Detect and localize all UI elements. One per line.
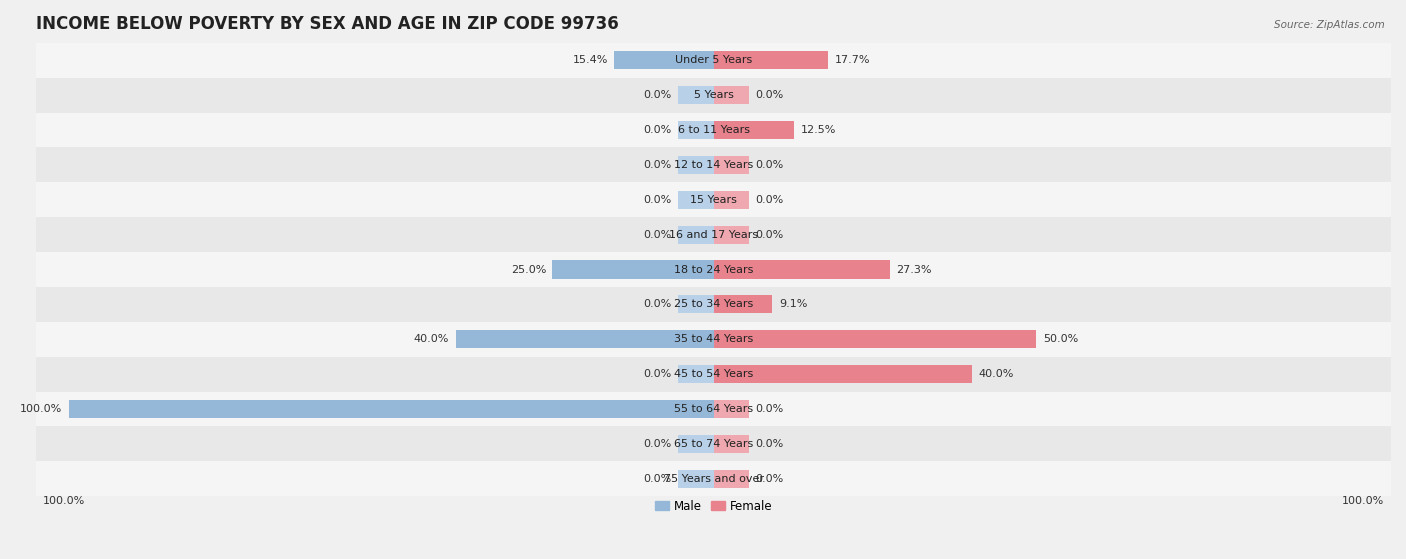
Text: 0.0%: 0.0% xyxy=(755,473,785,484)
Text: 25 to 34 Years: 25 to 34 Years xyxy=(673,300,754,309)
Text: INCOME BELOW POVERTY BY SEX AND AGE IN ZIP CODE 99736: INCOME BELOW POVERTY BY SEX AND AGE IN Z… xyxy=(37,15,619,33)
Bar xyxy=(678,435,714,453)
Text: 0.0%: 0.0% xyxy=(644,160,672,170)
Text: 5 Years: 5 Years xyxy=(693,90,734,100)
Text: 0.0%: 0.0% xyxy=(755,439,785,449)
Bar xyxy=(714,295,772,314)
Bar xyxy=(37,391,1391,427)
Bar xyxy=(37,148,1391,182)
Text: 0.0%: 0.0% xyxy=(644,90,672,100)
Bar xyxy=(37,217,1391,252)
Text: 0.0%: 0.0% xyxy=(644,439,672,449)
Bar xyxy=(37,322,1391,357)
Text: 17.7%: 17.7% xyxy=(834,55,870,65)
Text: 0.0%: 0.0% xyxy=(755,230,785,240)
Text: 40.0%: 40.0% xyxy=(979,369,1014,379)
Bar xyxy=(678,226,714,244)
Text: 50.0%: 50.0% xyxy=(1043,334,1078,344)
Bar xyxy=(714,86,749,104)
Text: 100.0%: 100.0% xyxy=(20,404,62,414)
Text: 12.5%: 12.5% xyxy=(801,125,837,135)
Bar xyxy=(714,260,890,278)
Bar xyxy=(553,260,714,278)
Bar xyxy=(714,435,749,453)
Bar xyxy=(714,51,828,69)
Text: 0.0%: 0.0% xyxy=(644,195,672,205)
Text: 0.0%: 0.0% xyxy=(644,369,672,379)
Text: 9.1%: 9.1% xyxy=(779,300,807,309)
Bar xyxy=(678,191,714,209)
Bar xyxy=(714,470,749,488)
Text: 100.0%: 100.0% xyxy=(44,496,86,506)
Bar xyxy=(69,400,714,418)
Text: 0.0%: 0.0% xyxy=(644,473,672,484)
Text: Source: ZipAtlas.com: Source: ZipAtlas.com xyxy=(1274,20,1385,30)
Text: 0.0%: 0.0% xyxy=(644,230,672,240)
Bar xyxy=(456,330,714,348)
Bar xyxy=(678,365,714,383)
Bar xyxy=(714,191,749,209)
Text: 100.0%: 100.0% xyxy=(1343,496,1385,506)
Text: 65 to 74 Years: 65 to 74 Years xyxy=(673,439,754,449)
Text: 6 to 11 Years: 6 to 11 Years xyxy=(678,125,749,135)
Bar xyxy=(37,461,1391,496)
Text: 0.0%: 0.0% xyxy=(755,90,785,100)
Bar xyxy=(37,182,1391,217)
Bar xyxy=(37,357,1391,391)
Bar xyxy=(714,156,749,174)
Text: 0.0%: 0.0% xyxy=(755,195,785,205)
Text: 18 to 24 Years: 18 to 24 Years xyxy=(673,264,754,274)
Legend: Male, Female: Male, Female xyxy=(650,495,778,518)
Bar xyxy=(37,78,1391,112)
Bar xyxy=(714,330,1036,348)
Text: 15.4%: 15.4% xyxy=(572,55,607,65)
Bar xyxy=(37,43,1391,78)
Text: 0.0%: 0.0% xyxy=(755,160,785,170)
Text: 40.0%: 40.0% xyxy=(413,334,450,344)
Bar xyxy=(678,156,714,174)
Bar xyxy=(614,51,714,69)
Bar xyxy=(678,121,714,139)
Bar xyxy=(678,295,714,314)
Bar xyxy=(714,226,749,244)
Bar xyxy=(714,365,972,383)
Text: 0.0%: 0.0% xyxy=(755,404,785,414)
Bar xyxy=(678,86,714,104)
Text: 25.0%: 25.0% xyxy=(510,264,546,274)
Text: 16 and 17 Years: 16 and 17 Years xyxy=(669,230,758,240)
Bar xyxy=(678,470,714,488)
Bar xyxy=(714,400,749,418)
Bar xyxy=(37,287,1391,322)
Text: 45 to 54 Years: 45 to 54 Years xyxy=(673,369,754,379)
Text: 55 to 64 Years: 55 to 64 Years xyxy=(675,404,754,414)
Text: 12 to 14 Years: 12 to 14 Years xyxy=(673,160,754,170)
Text: 0.0%: 0.0% xyxy=(644,300,672,309)
Bar xyxy=(37,112,1391,148)
Bar xyxy=(37,252,1391,287)
Text: 75 Years and over: 75 Years and over xyxy=(664,473,763,484)
Text: 0.0%: 0.0% xyxy=(644,125,672,135)
Text: 27.3%: 27.3% xyxy=(896,264,932,274)
Text: Under 5 Years: Under 5 Years xyxy=(675,55,752,65)
Text: 15 Years: 15 Years xyxy=(690,195,737,205)
Bar xyxy=(714,121,794,139)
Bar xyxy=(37,427,1391,461)
Text: 35 to 44 Years: 35 to 44 Years xyxy=(673,334,754,344)
